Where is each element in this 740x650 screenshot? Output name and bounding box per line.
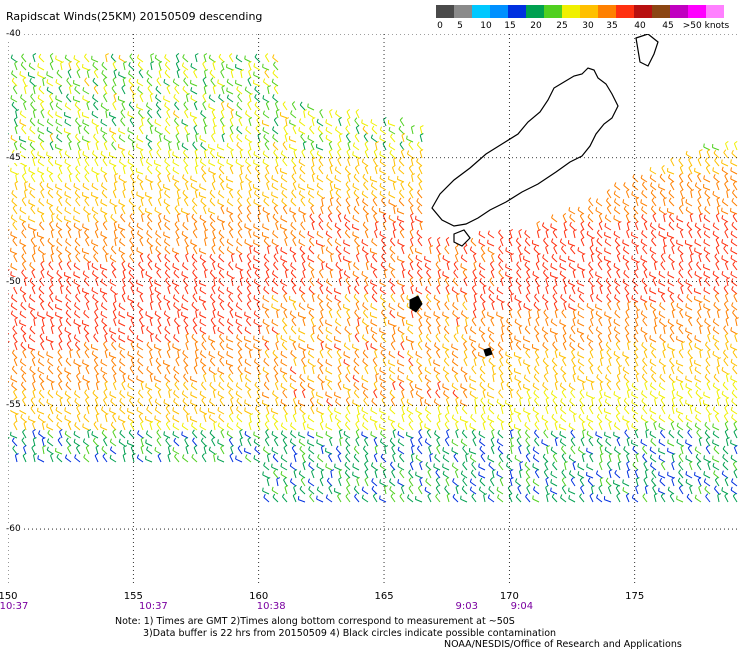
south-island-outline — [431, 67, 619, 227]
scale-label: 45 — [662, 21, 674, 31]
scale-swatch — [598, 5, 616, 18]
scale-swatch — [688, 5, 706, 18]
color-scale-labels: 0 5 10 15 20 25 30 35 40 45 >50 knots — [436, 21, 736, 33]
time-label: 10:37 — [0, 601, 29, 612]
longitude-label: 170 — [499, 591, 519, 602]
latitude-label: -40 — [6, 29, 21, 39]
longitude-label: 150 — [0, 591, 18, 602]
scale-label: 15 — [504, 21, 516, 31]
scale-swatch — [508, 5, 526, 18]
credit-line: NOAA/NESDIS/Office of Research and Appli… — [444, 639, 682, 650]
scale-swatch — [436, 5, 454, 18]
longitude-label: 160 — [249, 591, 269, 602]
scale-swatch — [472, 5, 490, 18]
latitude-label: -55 — [6, 400, 21, 411]
scale-label: >50 knots — [682, 21, 730, 31]
scale-label: 10 — [480, 21, 492, 31]
longitude-label: 155 — [123, 591, 143, 602]
scale-swatch — [544, 5, 562, 18]
time-label: 10:38 — [256, 601, 286, 612]
longitude-label: 175 — [625, 591, 645, 602]
longitude-label: 165 — [374, 591, 394, 602]
stewart-island-outline — [453, 229, 471, 247]
wind-map — [8, 34, 740, 586]
map-title: Rapidscat Winds(25KM) 20150509 descendin… — [6, 10, 263, 23]
scale-label: 40 — [634, 21, 646, 31]
scale-swatch — [580, 5, 598, 18]
scale-swatch — [634, 5, 652, 18]
time-label: 10:37 — [138, 601, 168, 612]
scale-label: 20 — [530, 21, 542, 31]
scale-swatch — [616, 5, 634, 18]
scale-swatch — [652, 5, 670, 18]
campbell-island-outline — [483, 347, 493, 357]
scale-swatch — [526, 5, 544, 18]
note-line-2: 3)Data buffer is 22 hrs from 20150509 4)… — [143, 627, 557, 639]
scale-label: 25 — [556, 21, 568, 31]
scale-label: 30 — [582, 21, 594, 31]
scale-label: 5 — [457, 21, 463, 31]
scale-swatch — [706, 5, 724, 18]
latitude-label: -45 — [6, 152, 21, 163]
scale-swatch — [562, 5, 580, 18]
latitude-label: -50 — [6, 276, 21, 287]
scale-label: 35 — [606, 21, 618, 31]
north-island-fragment — [635, 34, 659, 67]
wind-barbs — [8, 52, 739, 503]
wind-speed-color-scale — [436, 5, 724, 18]
scale-label: 0 — [437, 21, 443, 31]
latitude-label: -60 — [6, 524, 21, 535]
notes: Note: 1) Times are GMT 2)Times along bot… — [115, 616, 556, 639]
auckland-islands-outline — [409, 295, 423, 313]
scale-swatch — [490, 5, 508, 18]
lat-lon-grid — [8, 34, 740, 586]
note-line-1: Note: 1) Times are GMT 2)Times along bot… — [115, 616, 515, 627]
time-label: 9:03 — [455, 601, 478, 612]
map-background — [8, 34, 740, 586]
new-zealand-coastline — [409, 34, 659, 357]
time-label: 9:04 — [510, 601, 534, 612]
scale-swatch — [670, 5, 688, 18]
scale-swatch — [454, 5, 472, 18]
